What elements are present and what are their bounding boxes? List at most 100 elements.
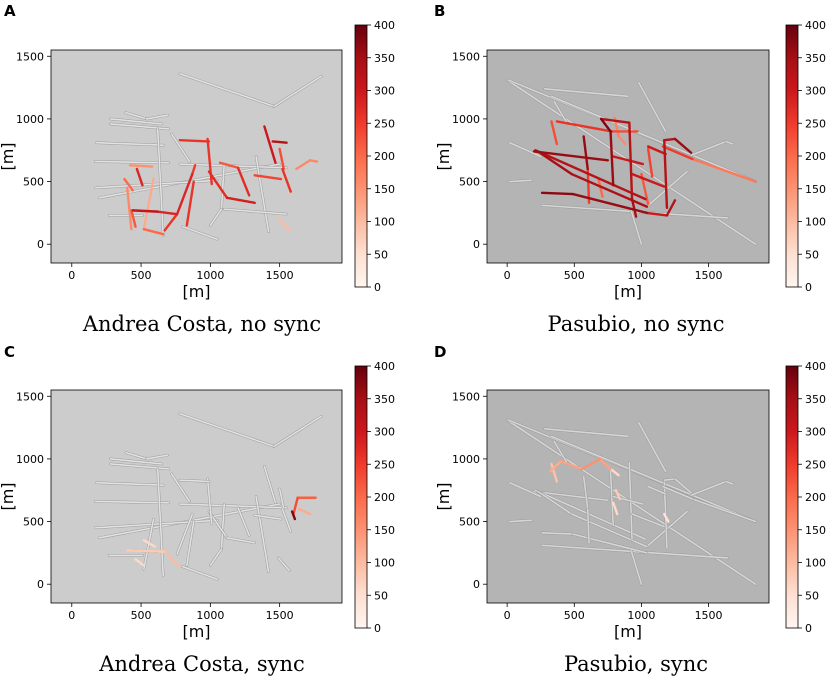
street-segment <box>225 196 256 205</box>
street-segment <box>555 120 614 133</box>
street-segment <box>617 135 627 146</box>
street-segment <box>109 463 170 470</box>
street-segment <box>253 514 282 520</box>
colorbar-tick-label: 300 <box>805 426 826 439</box>
panel-letter: C <box>4 343 15 361</box>
street-segment <box>109 458 163 465</box>
street-segment <box>629 208 643 246</box>
street-segment <box>599 117 631 124</box>
street-segment <box>550 95 757 183</box>
x-tick-label: 0 <box>68 269 75 282</box>
street-segment <box>179 479 210 483</box>
street-segment <box>691 157 757 183</box>
street-segment <box>142 177 155 231</box>
street-segment <box>209 208 223 227</box>
street-segment <box>145 114 169 120</box>
street-segment <box>690 140 727 157</box>
plot-area <box>486 49 770 264</box>
colorbar: 0 50 100 150 200 250 300 350 400 <box>785 19 826 294</box>
colorbar-tick-label: 100 <box>805 557 826 570</box>
street-segment <box>581 457 601 471</box>
colorbar-tick-label: 0 <box>805 281 812 294</box>
street-segment <box>109 123 170 130</box>
street-network <box>94 412 323 581</box>
street-segment <box>536 150 573 176</box>
panel-letter: B <box>434 2 445 20</box>
street-segment <box>550 435 757 523</box>
street-segment <box>179 73 275 108</box>
street-segment <box>725 140 734 145</box>
street-segment <box>541 532 574 535</box>
colorbar-tick-label: 150 <box>374 183 395 196</box>
street-segment <box>176 513 194 555</box>
street-segment <box>163 212 179 232</box>
street-segment <box>543 428 629 438</box>
street-segment <box>255 155 270 233</box>
street-segment <box>559 460 584 471</box>
street-segment <box>637 81 667 133</box>
street-segment <box>537 490 573 515</box>
street-segment <box>170 133 191 163</box>
colorbar: 0 50 100 150 200 250 300 350 400 <box>354 360 395 635</box>
panel-caption: Andrea Costa, no sync <box>82 312 321 336</box>
y-tick-label: 1500 <box>16 390 44 403</box>
street-segment <box>125 451 148 460</box>
street-segment <box>570 172 648 208</box>
street-segment <box>630 172 666 188</box>
x-tick-label: 1500 <box>266 269 294 282</box>
panel-c: C 0 500 1000 1500 0 500 1000 1500 [m] [m] 0 50 100 150… <box>0 343 395 676</box>
street-segment <box>637 421 667 473</box>
y-tick-label: 1000 <box>452 113 480 126</box>
y-axis-label: [m] <box>0 482 17 510</box>
street-segment <box>550 462 559 483</box>
street-segment <box>297 507 312 516</box>
colorbar-tick-label: 200 <box>805 491 826 504</box>
street-segment <box>598 457 612 471</box>
street-segment <box>725 480 734 485</box>
y-tick-label: 500 <box>459 516 480 529</box>
street-segment <box>130 209 137 228</box>
street-segment <box>509 179 533 183</box>
street-segment <box>94 519 219 529</box>
colorbar-tick-label: 250 <box>374 117 395 130</box>
street-segment <box>236 166 251 197</box>
x-tick-label: 1000 <box>196 609 224 622</box>
street-segment <box>308 159 319 163</box>
colorbar-tick-label: 350 <box>805 393 826 406</box>
street-segment <box>278 488 285 510</box>
panel-letter: D <box>434 343 446 361</box>
street-segment <box>263 465 277 504</box>
colorbar-tick-label: 250 <box>805 117 826 130</box>
street-network <box>505 418 757 586</box>
street-segment <box>647 485 667 495</box>
street-segment <box>630 197 638 218</box>
x-tick-label: 1000 <box>627 609 655 622</box>
street-segment <box>290 510 297 521</box>
street-segment <box>550 120 559 146</box>
colorbar-tick-label: 100 <box>374 216 395 229</box>
street-segment <box>95 481 165 487</box>
street-segment <box>663 512 670 523</box>
street-segment <box>582 475 589 510</box>
panel-a: A 0 500 1000 1500 0 500 1000 1500 [m] [m] 0 50 100 150… <box>0 2 395 336</box>
x-tick-label: 0 <box>504 609 511 622</box>
colorbar-tick-label: 300 <box>805 85 826 98</box>
street-segment <box>126 186 133 231</box>
x-tick-label: 1500 <box>695 609 723 622</box>
panel-caption: Pasubio, sync <box>564 652 708 676</box>
street-segment <box>209 548 223 567</box>
street-segment <box>571 192 648 215</box>
street-network <box>94 72 323 241</box>
street-segment <box>186 520 195 567</box>
colorbar-tick-label: 200 <box>374 491 395 504</box>
y-tick-label: 500 <box>23 176 44 189</box>
street-segment <box>543 88 629 98</box>
x-axis-label: [m] <box>614 622 642 641</box>
colorbar-bar <box>785 24 799 288</box>
street-segment <box>273 415 323 448</box>
street-segment <box>646 147 654 178</box>
y-axis-label: [m] <box>434 142 453 170</box>
y-axis-label: [m] <box>434 482 453 510</box>
colorbar-tick-label: 350 <box>805 52 826 65</box>
